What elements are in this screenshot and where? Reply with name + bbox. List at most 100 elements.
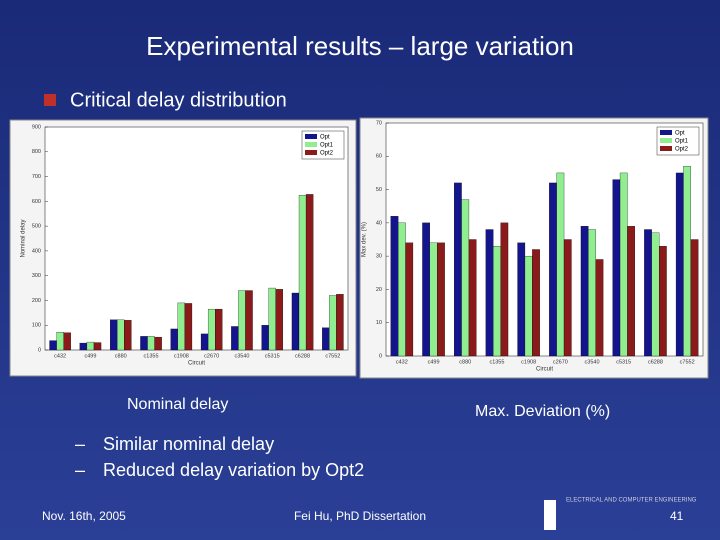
- bar: [690, 239, 699, 357]
- bar: [658, 246, 667, 357]
- legend-swatch: [660, 130, 672, 135]
- bar: [93, 342, 102, 351]
- bar: [549, 182, 557, 357]
- bar: [580, 226, 589, 357]
- legend-label: Opt1: [320, 143, 334, 149]
- x-tick-label: c432: [54, 353, 66, 359]
- bar: [298, 194, 307, 351]
- y-tick-label: 70: [376, 120, 382, 126]
- bar: [556, 172, 565, 357]
- y-tick-label: 0: [379, 353, 382, 359]
- bar: [619, 172, 628, 357]
- bar: [493, 246, 501, 357]
- y-tick-label: 900: [32, 124, 41, 130]
- bar: [398, 222, 406, 357]
- bar: [56, 332, 64, 351]
- footer-center: Fei Hu, PhD Dissertation: [294, 509, 426, 523]
- x-tick-label: c1355: [144, 353, 159, 359]
- x-tick-label: c1908: [521, 359, 536, 365]
- bar: [651, 232, 660, 357]
- bar: [627, 226, 635, 357]
- x-tick-label: c7552: [325, 353, 340, 359]
- y-tick-label: 30: [376, 254, 382, 260]
- y-tick-label: 500: [32, 224, 41, 230]
- bar: [140, 336, 148, 351]
- x-tick-label: c6288: [648, 359, 663, 365]
- legend-label: Opt: [675, 131, 685, 137]
- bar: [291, 292, 300, 351]
- x-axis-label: Circuit: [188, 361, 205, 367]
- bar: [563, 239, 572, 357]
- caption: Max. Deviation (%): [475, 403, 610, 420]
- legend-swatch: [305, 134, 317, 139]
- x-tick-label: c499: [428, 359, 440, 365]
- legend-swatch: [660, 138, 672, 143]
- bar: [468, 239, 477, 357]
- bar: [390, 216, 399, 357]
- bar: [170, 328, 178, 351]
- y-tick-label: 10: [376, 320, 382, 326]
- bar: [532, 249, 540, 357]
- bar: [117, 319, 125, 351]
- bar: [422, 222, 431, 357]
- x-tick-label: c5315: [616, 359, 631, 365]
- x-tick-label: c5315: [265, 353, 280, 359]
- y-tick-label: 100: [32, 323, 41, 329]
- bar: [329, 295, 337, 351]
- x-tick-label: c432: [396, 359, 408, 365]
- bar: [154, 336, 162, 351]
- bar: [215, 308, 223, 351]
- bar: [500, 222, 509, 357]
- bar: [49, 340, 57, 351]
- slide-title: Experimental results – large variation: [146, 31, 574, 61]
- bar: [109, 319, 118, 351]
- bar: [454, 182, 462, 357]
- legend-swatch: [305, 150, 317, 155]
- bar: [238, 290, 246, 351]
- x-tick-label: c880: [459, 359, 471, 365]
- dash: –: [75, 460, 85, 480]
- bar: [231, 326, 239, 351]
- y-tick-label: 50: [376, 187, 382, 193]
- x-tick-label: c880: [115, 353, 127, 359]
- y-tick-label: 60: [376, 154, 382, 160]
- y-tick-label: 700: [32, 174, 41, 180]
- legend-label: Opt2: [675, 147, 689, 153]
- bar: [305, 194, 314, 351]
- y-tick-label: 400: [32, 248, 41, 254]
- dash: –: [75, 434, 85, 454]
- legend-swatch: [660, 146, 672, 151]
- bar: [177, 302, 186, 351]
- bar: [200, 333, 209, 351]
- x-tick-label: c2670: [553, 359, 568, 365]
- x-axis-label: Circuit: [536, 367, 553, 373]
- sub-bullet: Similar nominal delay: [103, 434, 274, 454]
- bar: [124, 320, 132, 351]
- legend-label: Opt1: [675, 139, 689, 145]
- x-tick-label: c7552: [680, 359, 695, 365]
- bar: [588, 229, 596, 357]
- caption: Nominal delay: [127, 396, 228, 413]
- bar: [517, 242, 526, 357]
- bullet-text: Critical delay distribution: [70, 89, 287, 111]
- y-tick-label: 0: [38, 347, 41, 353]
- footer-date: Nov. 16th, 2005: [42, 509, 126, 523]
- bar: [322, 327, 330, 351]
- y-tick-label: 600: [32, 199, 41, 205]
- x-tick-label: c2670: [204, 353, 219, 359]
- bar: [524, 255, 533, 357]
- bar: [485, 229, 494, 357]
- bar: [336, 294, 344, 351]
- x-tick-label: c3540: [585, 359, 600, 365]
- bar: [184, 303, 193, 351]
- logo-icon: [544, 500, 556, 530]
- legend-swatch: [305, 142, 317, 147]
- x-tick-label: c1355: [489, 359, 504, 365]
- bar: [245, 290, 253, 351]
- y-tick-label: 20: [376, 287, 382, 293]
- bar: [612, 179, 621, 357]
- bar: [261, 325, 269, 351]
- legend-label: Opt2: [320, 151, 334, 157]
